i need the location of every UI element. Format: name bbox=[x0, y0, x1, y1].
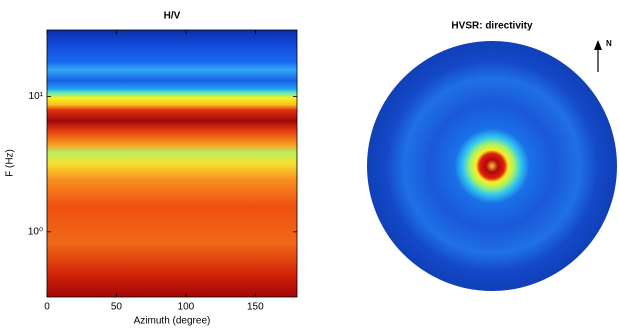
x-tick-label: 0 bbox=[44, 302, 50, 313]
x-tick-label: 100 bbox=[178, 302, 195, 313]
heatmap bbox=[47, 30, 297, 297]
y-tick-label: 10⁰ bbox=[28, 226, 43, 237]
x-tick-label: 150 bbox=[247, 302, 264, 313]
y-axis-label: F (Hz) bbox=[5, 149, 16, 177]
north-arrow-head bbox=[594, 40, 602, 50]
polar-plot bbox=[367, 41, 617, 291]
chart-title: H/V bbox=[164, 11, 181, 22]
x-tick-label: 50 bbox=[111, 302, 123, 313]
y-tick-label: 10¹ bbox=[29, 91, 44, 102]
plot-frame bbox=[46, 29, 298, 298]
x-axis-label: Azimuth (degree) bbox=[134, 316, 211, 327]
polar-title: HVSR: directivity bbox=[451, 21, 533, 32]
north-label: N bbox=[606, 39, 612, 48]
